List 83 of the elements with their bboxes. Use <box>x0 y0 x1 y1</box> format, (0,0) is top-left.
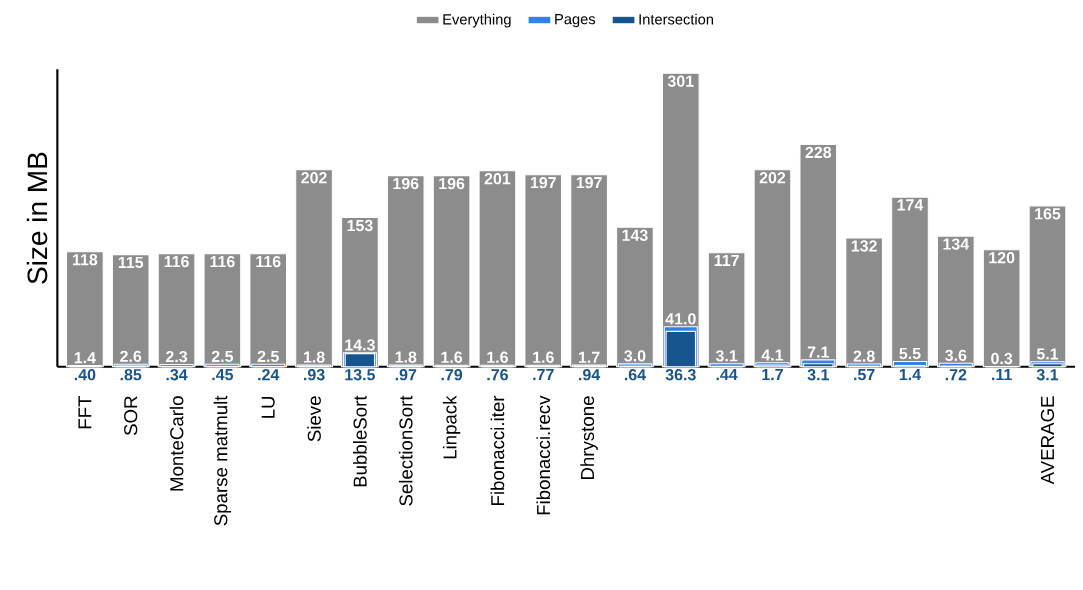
x-tick-label: Fibonacci.recv <box>536 395 551 515</box>
data-label: .72 <box>945 368 967 381</box>
data-label: 196 <box>393 177 419 190</box>
data-label: .97 <box>395 368 417 381</box>
data-label: 202 <box>759 171 786 184</box>
data-label: 36.3 <box>665 368 696 381</box>
data-label: 41.0 <box>665 313 696 325</box>
data-label: 201 <box>484 172 511 185</box>
data-label: 5.1 <box>1036 348 1059 360</box>
legend-label: Pages <box>555 13 596 28</box>
x-tick-label: LU <box>261 396 275 418</box>
data-label: 1.4 <box>899 368 921 380</box>
x-tick-label: BubbleSort <box>353 395 367 487</box>
data-label: .85 <box>120 368 142 381</box>
data-label: .79 <box>441 368 463 381</box>
data-label: .44 <box>716 368 738 380</box>
data-label: 1.8 <box>395 351 417 363</box>
data-label: .93 <box>304 368 325 381</box>
data-label: 7.1 <box>807 346 829 358</box>
data-label: 143 <box>622 229 648 241</box>
data-label: .40 <box>74 368 96 381</box>
data-label: 2.5 <box>257 350 279 362</box>
data-label: 3.1 <box>715 350 738 362</box>
data-label: .45 <box>212 368 234 381</box>
data-label: 116 <box>164 255 189 268</box>
x-tick-label: AVERAGE <box>1040 396 1055 485</box>
data-label: 2.8 <box>853 350 875 362</box>
x-tick-label: Fibonacci.iter <box>490 395 505 505</box>
data-label: 117 <box>714 254 739 266</box>
data-label: .77 <box>533 368 554 380</box>
data-label: .94 <box>579 368 601 381</box>
data-label: 2.6 <box>120 350 142 362</box>
data-label: 174 <box>897 199 924 211</box>
data-label: 14.3 <box>345 339 375 351</box>
data-label: 3.1 <box>1036 368 1059 381</box>
data-label: 228 <box>805 146 832 158</box>
legend-label: Everything <box>443 13 511 28</box>
data-label: 5.5 <box>899 347 921 360</box>
data-label: .24 <box>258 368 280 381</box>
data-label: 3.1 <box>807 368 829 381</box>
data-label: 134 <box>943 238 970 250</box>
x-tick-label: MonteCarlo <box>169 396 184 491</box>
data-label: 1.6 <box>533 351 554 363</box>
data-label: 196 <box>439 177 465 190</box>
x-tick-label: Dhrystone <box>580 396 598 479</box>
data-label: 1.4 <box>74 352 96 364</box>
data-label: .34 <box>166 368 188 381</box>
y-axis-title: Size in MB <box>26 152 48 284</box>
data-label: 153 <box>347 219 373 232</box>
x-tick-label: SelectionSort <box>398 395 413 506</box>
data-label: 202 <box>301 171 327 184</box>
data-label: 2.3 <box>165 350 188 363</box>
data-label: 132 <box>851 240 877 252</box>
data-label: 115 <box>118 256 144 268</box>
data-label: 1.6 <box>487 351 508 363</box>
x-tick-label: Linpack <box>442 395 461 459</box>
data-label: 197 <box>576 176 602 189</box>
data-label: 1.7 <box>578 351 600 363</box>
data-label: .64 <box>624 368 646 381</box>
data-label: 301 <box>667 75 694 87</box>
data-label: 116 <box>210 255 235 268</box>
data-label: 4.1 <box>761 349 784 361</box>
data-label: 120 <box>989 251 1015 264</box>
x-tick-label: Sieve <box>307 396 321 442</box>
data-label: 2.5 <box>211 350 234 362</box>
data-label: 116 <box>256 255 281 268</box>
data-label: .57 <box>854 368 875 381</box>
legend-label: Intersection <box>639 13 714 25</box>
data-label: 3.0 <box>624 350 646 362</box>
data-label: 165 <box>1035 208 1061 220</box>
x-tick-label: FFT <box>78 395 92 429</box>
data-label: 1.7 <box>762 368 783 380</box>
data-label: .11 <box>992 368 1012 380</box>
data-label: 1.6 <box>441 351 463 363</box>
x-tick-label: Sparse matmult <box>213 395 232 526</box>
data-label: 118 <box>72 253 98 266</box>
data-label: 1.8 <box>303 351 325 363</box>
x-tick-label: SOR <box>124 396 138 436</box>
data-label: .76 <box>487 368 508 381</box>
data-label: 13.5 <box>345 368 376 381</box>
data-label: 3.6 <box>945 349 967 361</box>
data-label: 0.3 <box>991 352 1013 365</box>
data-label: 197 <box>530 176 556 189</box>
